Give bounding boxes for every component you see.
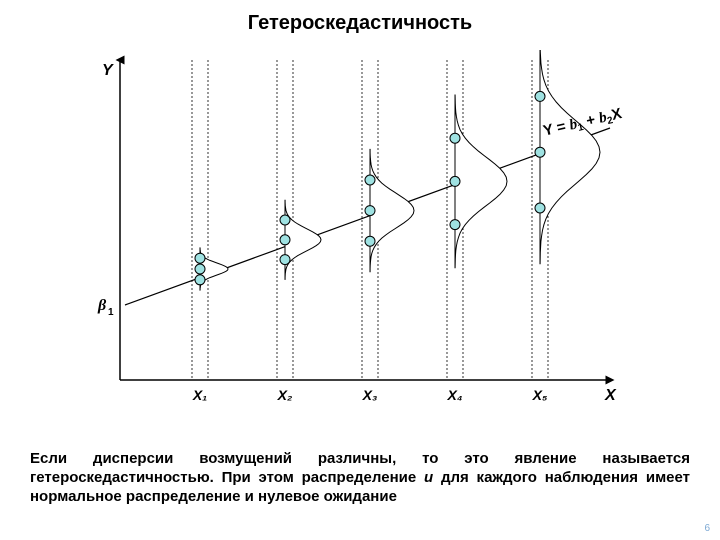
svg-text:X₁: X₁ [192, 387, 207, 403]
svg-text:β: β [97, 297, 107, 314]
svg-text:X: X [604, 387, 617, 404]
description-text: Если дисперсии возмущений различны, то э… [30, 450, 690, 506]
svg-text:1: 1 [108, 307, 114, 318]
svg-text:X₂: X₂ [277, 387, 293, 403]
svg-text:Y: Y [102, 62, 114, 79]
svg-text:X₃: X₃ [362, 387, 378, 403]
page-title: Гетероскедастичность [0, 0, 720, 35]
page-number: 6 [704, 523, 710, 534]
heteroskedasticity-chart: Yβ1X₁X₂X₃X₄X₅XY = b1 + b2X [90, 50, 630, 410]
svg-text:X₅: X₅ [532, 387, 548, 403]
svg-text:X₄: X₄ [447, 387, 463, 403]
